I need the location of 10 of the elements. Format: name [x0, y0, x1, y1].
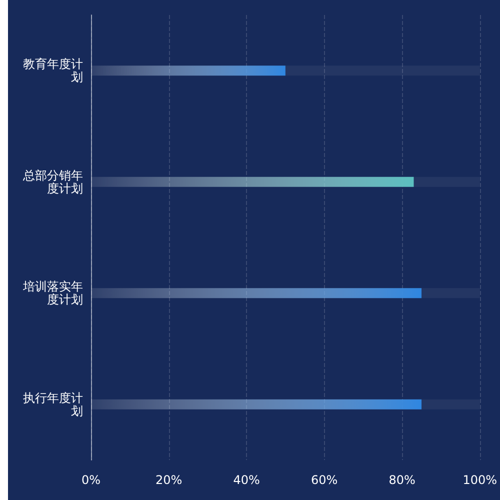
y-tick-label: 教育年度计划: [23, 57, 83, 84]
y-tick-label: 培训落实年度计划: [22, 280, 83, 307]
x-tick-label: 100%: [462, 473, 498, 487]
y-tick-label: 总部分销年度计划: [22, 168, 83, 196]
x-tick-label: 20%: [155, 473, 182, 487]
x-tick-label: 60%: [310, 473, 338, 487]
x-tick-label: 80%: [388, 473, 416, 487]
x-tick-label: 40%: [233, 473, 260, 487]
y-tick-label: 执行年度计划: [23, 390, 83, 418]
x-tick-label: 0%: [81, 473, 101, 487]
